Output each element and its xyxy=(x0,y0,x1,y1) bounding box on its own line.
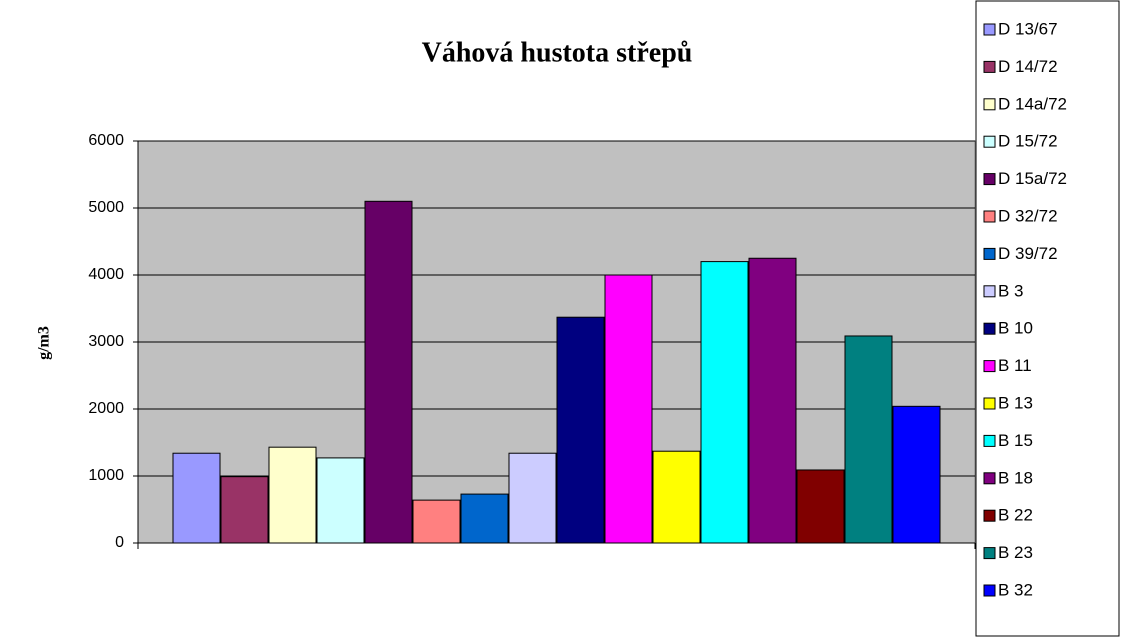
legend-label: D 13/67 xyxy=(998,19,1058,38)
bar xyxy=(892,405,941,544)
legend-label: D 32/72 xyxy=(998,206,1058,225)
bar xyxy=(460,493,509,544)
bar xyxy=(556,316,605,544)
legend-label: B 15 xyxy=(998,431,1033,450)
bar xyxy=(220,476,269,544)
legend-label: B 22 xyxy=(998,506,1033,525)
y-tick-label: 5000 xyxy=(88,199,124,216)
legend-label: B 13 xyxy=(998,393,1033,412)
legend-swatch xyxy=(983,322,996,335)
legend-swatch xyxy=(983,98,996,111)
legend-swatch xyxy=(983,210,996,223)
legend-label: D 14/72 xyxy=(998,57,1058,76)
legend-swatch xyxy=(983,173,996,186)
legend-swatch xyxy=(983,60,996,73)
legend-label: B 3 xyxy=(998,281,1024,300)
legend-swatch xyxy=(983,135,996,148)
y-tick-label: 2000 xyxy=(88,400,124,417)
legend-label: B 32 xyxy=(998,580,1033,599)
legend-swatch xyxy=(983,509,996,522)
bar xyxy=(604,274,653,544)
legend-label: B 18 xyxy=(998,468,1033,487)
bar xyxy=(796,469,845,544)
legend-label: D 15/72 xyxy=(998,132,1058,151)
chart-title: Váhová hustota střepů xyxy=(422,37,693,68)
y-tick-label: 4000 xyxy=(88,266,124,283)
legend-label: D 14a/72 xyxy=(998,94,1067,113)
y-tick-label: 1000 xyxy=(88,467,124,484)
y-axis-label: g/m3 xyxy=(36,326,53,360)
y-tick-label: 6000 xyxy=(88,132,124,149)
legend-swatch xyxy=(983,360,996,373)
legend-swatch xyxy=(983,547,996,560)
legend-swatch xyxy=(983,434,996,447)
legend-label: B 10 xyxy=(998,319,1033,338)
bar xyxy=(316,457,365,544)
bar xyxy=(844,335,893,544)
bar xyxy=(700,261,749,544)
legend-label: D 39/72 xyxy=(998,244,1058,263)
legend-label: B 23 xyxy=(998,543,1033,562)
legend-label: B 11 xyxy=(998,356,1032,375)
legend-swatch xyxy=(983,247,996,260)
legend-swatch xyxy=(983,23,996,36)
bar xyxy=(412,499,461,544)
bar xyxy=(748,257,797,544)
legend-label: D 15a/72 xyxy=(998,169,1067,188)
y-tick-label: 3000 xyxy=(88,333,124,350)
bar xyxy=(268,446,317,544)
legend-swatch xyxy=(983,472,996,485)
legend-box xyxy=(975,0,1120,637)
legend-swatch xyxy=(983,584,996,597)
y-tick-label: 0 xyxy=(115,534,124,551)
bar xyxy=(172,452,221,544)
legend-swatch xyxy=(983,397,996,410)
bar xyxy=(508,452,557,544)
bar xyxy=(364,200,413,544)
legend-swatch xyxy=(983,285,996,298)
bar xyxy=(652,450,701,544)
